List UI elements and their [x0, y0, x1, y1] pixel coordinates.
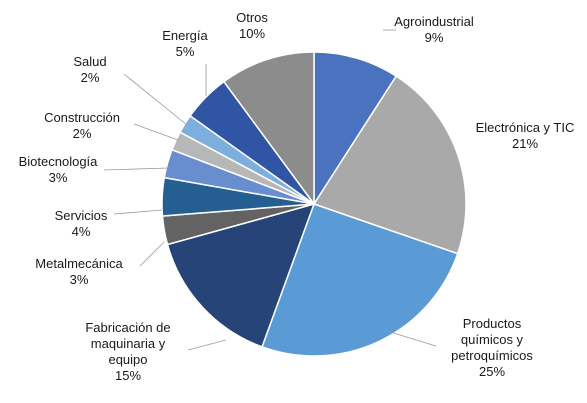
slice-label-line: Salud [73, 54, 106, 69]
slice-label-construccion: Construcción 2% [44, 110, 120, 141]
slice-percent: 2% [81, 70, 100, 85]
pie-slice-productos-quimicos-y-petroquimicos [261, 203, 459, 357]
slice-label-line: maquinaria y [91, 336, 166, 351]
leader-line-biotecnologia [103, 167, 170, 171]
slice-percent: 25% [479, 364, 505, 379]
slice-percent: 15% [115, 368, 141, 383]
leader-line-fabricacion-de-maquinaria-y-equipo [187, 339, 227, 351]
slice-label-servicios: Servicios 4% [55, 208, 108, 239]
leader-line-productos-quimicos-y-petroquimicos [389, 331, 437, 347]
slice-label-salud: Salud 2% [73, 54, 106, 85]
pie-slice-otros [222, 51, 315, 207]
slice-label-line: petroquímicos [451, 348, 533, 363]
slice-label-otros: Otros 10% [236, 10, 268, 41]
slice-percent: 10% [239, 26, 265, 41]
slice-label-line: Otros [236, 10, 268, 25]
slice-label-metalmecanica: Metalmecánica 3% [35, 256, 123, 287]
pie-slice-agroindustrial [313, 51, 398, 207]
slice-percent: 9% [425, 30, 444, 45]
slice-label-biotecnologia: Biotecnología 3% [19, 154, 99, 185]
slice-label-line: Biotecnología [19, 154, 99, 169]
slice-label-line: químicos y [461, 332, 524, 347]
leader-lines [103, 29, 437, 351]
slice-percent: 3% [70, 272, 89, 287]
slice-label-line: Fabricación de [85, 320, 170, 335]
slice-label-line: Energía [162, 28, 208, 43]
slice-label-line: Metalmecánica [35, 256, 123, 271]
leader-line-salud [123, 73, 188, 126]
leader-line-metalmecanica [139, 241, 165, 267]
slice-percent: 2% [73, 126, 92, 141]
slice-label-productos-quimicos-y-petroquimicos: Productos químicos y petroquímicos 25% [451, 316, 533, 379]
slice-label-line: Construcción [44, 110, 120, 125]
slice-label-line: Electrónica y TIC [476, 120, 575, 135]
slice-label-agroindustrial: Agroindustrial 9% [394, 14, 474, 45]
slice-label-line: equipo [108, 352, 147, 367]
pie-slices [161, 51, 467, 357]
leader-line-construccion [133, 123, 179, 141]
slice-label-electronica-y-tic: Electrónica y TIC 21% [476, 120, 575, 151]
pie-slice-electronica-y-tic [312, 75, 467, 255]
slice-label-fabricacion-de-maquinaria-y-equipo: Fabricación de maquinaria y equipo 15% [85, 320, 170, 383]
slice-label-line: Productos [463, 316, 522, 331]
slice-label-line: Servicios [55, 208, 108, 223]
leader-line-servicios [113, 209, 163, 215]
slice-percent: 21% [512, 136, 538, 151]
slice-percent: 4% [72, 224, 91, 239]
pie-slice-fabricacion-de-maquinaria-y-equipo [166, 202, 316, 348]
slice-label-line: Agroindustrial [394, 14, 474, 29]
slice-percent: 3% [49, 170, 68, 185]
slice-label-energia: Energía 5% [162, 28, 208, 59]
slice-labels: Agroindustrial 9% Electrónica y TIC 21% Prod… [19, 10, 575, 383]
slice-percent: 5% [176, 44, 195, 59]
